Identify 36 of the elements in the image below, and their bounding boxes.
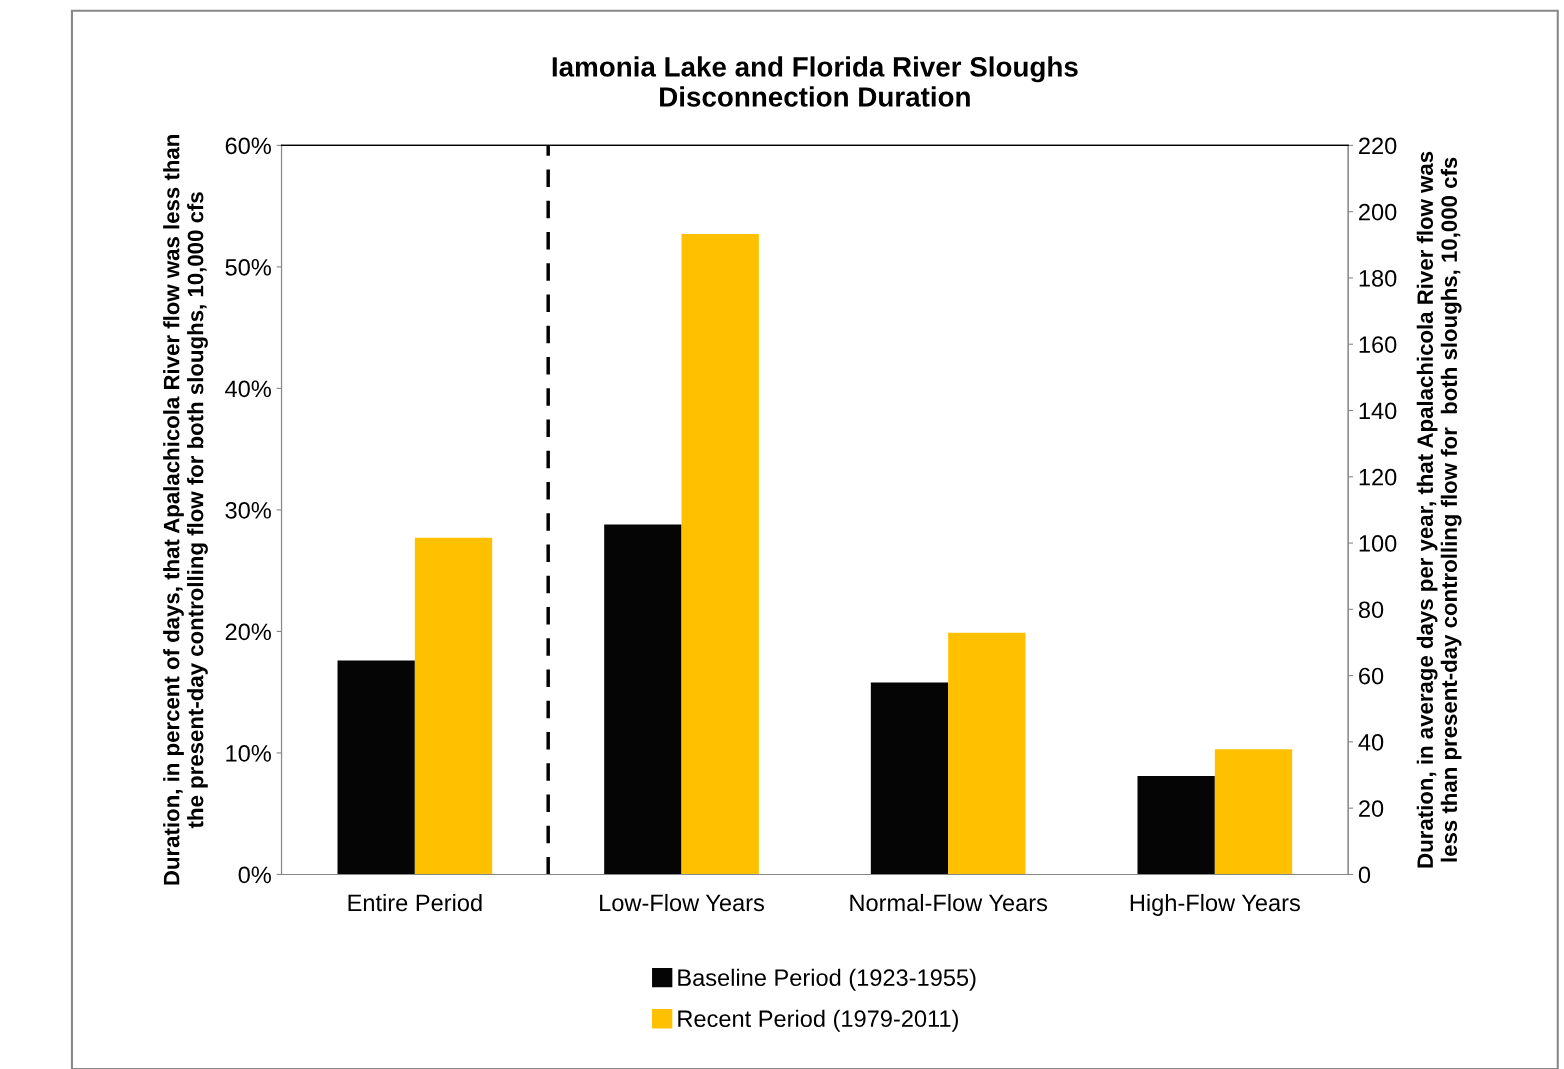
y2-tick-label: 180 (1359, 270, 1397, 287)
bar (1137, 776, 1215, 875)
y2-tick-label: 140 (1359, 402, 1397, 420)
y-tick-label: 50% (225, 258, 271, 276)
x-tick-label: Entire Period (348, 893, 482, 912)
y2-tick-label: 20 (1359, 800, 1384, 817)
bar (870, 682, 949, 875)
bar (337, 660, 415, 875)
y-tick-label: 60% (225, 137, 271, 155)
chart-title: Iamonia Lake and Florida River Sloughs Disconnection Duration (552, 56, 1078, 107)
y2-tick-label: 60 (1359, 667, 1384, 685)
bar (948, 632, 1026, 875)
y2-tick-label: 160 (1359, 336, 1397, 354)
x-tick-label: High-Flow Years (1130, 893, 1300, 916)
x-tick-label: Normal-Flow Years (850, 893, 1048, 912)
y2-tick-label: 80 (1358, 601, 1384, 619)
y-tick-label: 0% (238, 866, 271, 884)
y2-axis-title: Duration, in average days per year, that Apalachicola River flow was less than present-day controlling flow for both sloughs, 10,000 cfs (1416, 151, 1462, 868)
legend-label: Recent Period (1979-2011) (678, 1009, 958, 1032)
bar (681, 234, 759, 875)
y2-tick-label: 100 (1359, 535, 1397, 552)
y-tick-label: 40% (225, 380, 271, 398)
y2-tick-label: 40 (1358, 733, 1384, 751)
y-tick-label: 20% (225, 623, 271, 641)
bar (1214, 749, 1293, 875)
x-tick-label: Low-Flow Years (600, 893, 765, 912)
y-tick-label: 10% (226, 745, 271, 762)
y2-tick-label: 220 (1359, 137, 1397, 155)
y2-tick-label: 120 (1359, 468, 1397, 486)
y-axis-title: Duration, in percent of days, that Apalachicola River flow was less than the present-day controlling flow for both sloughs, 10,000 cfs (163, 135, 208, 885)
bar (604, 524, 682, 875)
legend-label: Baseline Period (1923-1955) (678, 968, 976, 991)
bar (414, 537, 493, 875)
y2-tick-label: 0 (1358, 866, 1371, 884)
y-tick-label: 30% (225, 501, 271, 519)
y2-tick-label: 200 (1359, 203, 1397, 221)
